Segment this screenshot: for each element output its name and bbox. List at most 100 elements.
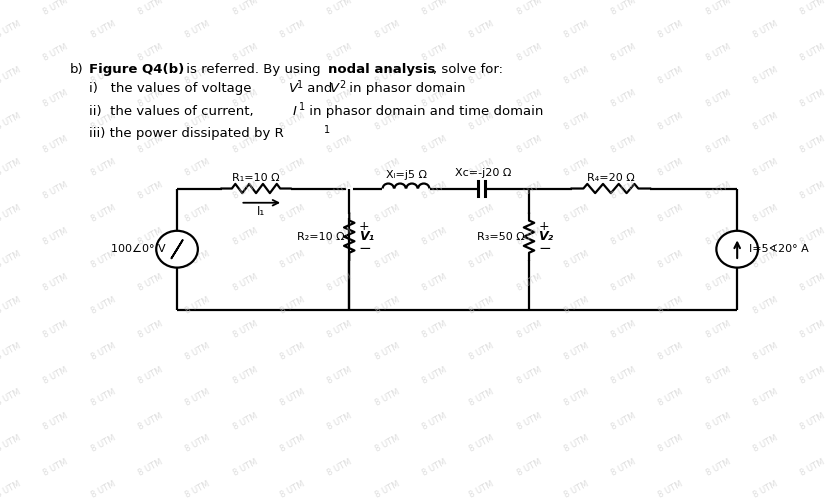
Text: 8 UTM: 8 UTM: [514, 411, 543, 431]
Text: 8 UTM: 8 UTM: [0, 204, 22, 224]
Text: 8 UTM: 8 UTM: [420, 319, 447, 339]
Text: V: V: [289, 82, 298, 95]
Text: 8 UTM: 8 UTM: [798, 135, 825, 155]
Text: 8 UTM: 8 UTM: [751, 342, 778, 362]
Text: I: I: [292, 105, 296, 118]
Text: 8 UTM: 8 UTM: [326, 273, 353, 293]
Text: 8 UTM: 8 UTM: [184, 204, 212, 224]
Text: 8 UTM: 8 UTM: [514, 227, 543, 247]
Text: 8 UTM: 8 UTM: [609, 43, 637, 63]
Text: 8 UTM: 8 UTM: [42, 365, 69, 385]
Circle shape: [156, 231, 198, 267]
Text: 8 UTM: 8 UTM: [89, 342, 117, 362]
Text: 8 UTM: 8 UTM: [89, 157, 117, 178]
Text: I=5∢20° A: I=5∢20° A: [748, 244, 807, 254]
Text: 8 UTM: 8 UTM: [136, 135, 164, 155]
Text: 8 UTM: 8 UTM: [42, 319, 69, 339]
Text: 8 UTM: 8 UTM: [184, 295, 212, 316]
Text: 8 UTM: 8 UTM: [609, 411, 637, 431]
Text: 8 UTM: 8 UTM: [231, 135, 259, 155]
Text: 8 UTM: 8 UTM: [373, 249, 400, 270]
Text: 8 UTM: 8 UTM: [751, 65, 778, 86]
Text: V: V: [330, 82, 339, 95]
Text: 8 UTM: 8 UTM: [751, 480, 778, 498]
Text: V₂: V₂: [538, 230, 553, 243]
Text: 8 UTM: 8 UTM: [798, 319, 825, 339]
Text: 8 UTM: 8 UTM: [609, 89, 637, 109]
Text: 8 UTM: 8 UTM: [184, 19, 212, 40]
Text: 8 UTM: 8 UTM: [279, 434, 306, 454]
Text: 8 UTM: 8 UTM: [798, 411, 825, 431]
Text: 8 UTM: 8 UTM: [0, 342, 22, 362]
Text: 8 UTM: 8 UTM: [231, 457, 259, 478]
Text: 8 UTM: 8 UTM: [136, 411, 164, 431]
Text: 8 UTM: 8 UTM: [136, 181, 164, 201]
Text: 8 UTM: 8 UTM: [514, 365, 543, 385]
Text: 8 UTM: 8 UTM: [42, 181, 69, 201]
Text: 8 UTM: 8 UTM: [609, 135, 637, 155]
Text: 8 UTM: 8 UTM: [514, 273, 543, 293]
Text: 8 UTM: 8 UTM: [609, 181, 637, 201]
Text: and: and: [303, 82, 336, 95]
Text: 8 UTM: 8 UTM: [279, 387, 306, 408]
Text: 8 UTM: 8 UTM: [373, 295, 400, 316]
Text: 8 UTM: 8 UTM: [0, 295, 22, 316]
Text: 8 UTM: 8 UTM: [42, 135, 69, 155]
Text: 8 UTM: 8 UTM: [373, 112, 400, 131]
Text: 8 UTM: 8 UTM: [373, 342, 400, 362]
Text: 8 UTM: 8 UTM: [514, 457, 543, 478]
Text: 8 UTM: 8 UTM: [373, 157, 400, 178]
Text: 8 UTM: 8 UTM: [373, 480, 400, 498]
Text: 8 UTM: 8 UTM: [184, 434, 212, 454]
Text: 8 UTM: 8 UTM: [231, 227, 259, 247]
Text: 8 UTM: 8 UTM: [609, 365, 637, 385]
Text: 8 UTM: 8 UTM: [373, 65, 400, 86]
Text: 8 UTM: 8 UTM: [657, 434, 684, 454]
Text: 8 UTM: 8 UTM: [0, 480, 22, 498]
Text: 8 UTM: 8 UTM: [231, 181, 259, 201]
Text: 8 UTM: 8 UTM: [420, 43, 447, 63]
Text: 8 UTM: 8 UTM: [704, 89, 731, 109]
Text: 8 UTM: 8 UTM: [373, 19, 400, 40]
Text: 1: 1: [299, 102, 305, 113]
Text: 8 UTM: 8 UTM: [326, 0, 353, 17]
Text: 8 UTM: 8 UTM: [0, 249, 22, 270]
Text: 8 UTM: 8 UTM: [704, 43, 731, 63]
Text: 8 UTM: 8 UTM: [326, 411, 353, 431]
Text: 8 UTM: 8 UTM: [609, 0, 637, 17]
Text: in phasor domain: in phasor domain: [344, 82, 465, 95]
Text: 8 UTM: 8 UTM: [704, 227, 731, 247]
Text: 8 UTM: 8 UTM: [657, 249, 684, 270]
Text: 8 UTM: 8 UTM: [657, 112, 684, 131]
Text: 8 UTM: 8 UTM: [184, 112, 212, 131]
Text: 8 UTM: 8 UTM: [420, 457, 447, 478]
Text: Xₗ=j5 Ω: Xₗ=j5 Ω: [385, 170, 426, 180]
Text: 8 UTM: 8 UTM: [373, 204, 400, 224]
Text: 8 UTM: 8 UTM: [467, 387, 495, 408]
Text: 8 UTM: 8 UTM: [184, 342, 212, 362]
Text: 8 UTM: 8 UTM: [609, 319, 637, 339]
Text: 8 UTM: 8 UTM: [657, 204, 684, 224]
Text: 8 UTM: 8 UTM: [0, 387, 22, 408]
Text: 8 UTM: 8 UTM: [704, 0, 731, 17]
Text: 8 UTM: 8 UTM: [136, 365, 164, 385]
Text: 8 UTM: 8 UTM: [0, 434, 22, 454]
Text: 8 UTM: 8 UTM: [420, 411, 447, 431]
Text: 8 UTM: 8 UTM: [798, 273, 825, 293]
Text: +: +: [538, 220, 548, 233]
Text: 8 UTM: 8 UTM: [609, 273, 637, 293]
Text: , solve for:: , solve for:: [433, 63, 503, 76]
Text: 8 UTM: 8 UTM: [326, 135, 353, 155]
Text: 8 UTM: 8 UTM: [798, 89, 825, 109]
Text: is referred. By using: is referred. By using: [182, 63, 324, 76]
Text: R₃=50 Ω: R₃=50 Ω: [476, 232, 523, 242]
Text: 8 UTM: 8 UTM: [798, 43, 825, 63]
Text: 8 UTM: 8 UTM: [609, 227, 637, 247]
Text: 8 UTM: 8 UTM: [279, 112, 306, 131]
Text: 8 UTM: 8 UTM: [609, 457, 637, 478]
Circle shape: [715, 231, 757, 267]
Text: 8 UTM: 8 UTM: [279, 342, 306, 362]
Text: 100∠0° V: 100∠0° V: [111, 244, 165, 254]
Text: 8 UTM: 8 UTM: [326, 319, 353, 339]
Text: 8 UTM: 8 UTM: [514, 89, 543, 109]
